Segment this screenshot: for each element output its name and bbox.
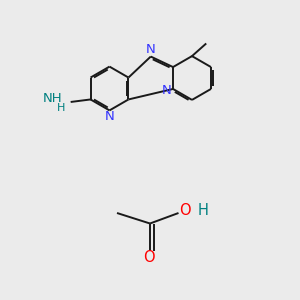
Text: N: N [146,44,156,56]
Text: O: O [179,203,191,218]
Text: NH: NH [43,92,63,105]
Text: N: N [105,110,115,124]
Text: H: H [198,203,208,218]
Text: O: O [144,250,155,266]
Text: N: N [162,84,171,97]
Text: H: H [57,103,66,113]
